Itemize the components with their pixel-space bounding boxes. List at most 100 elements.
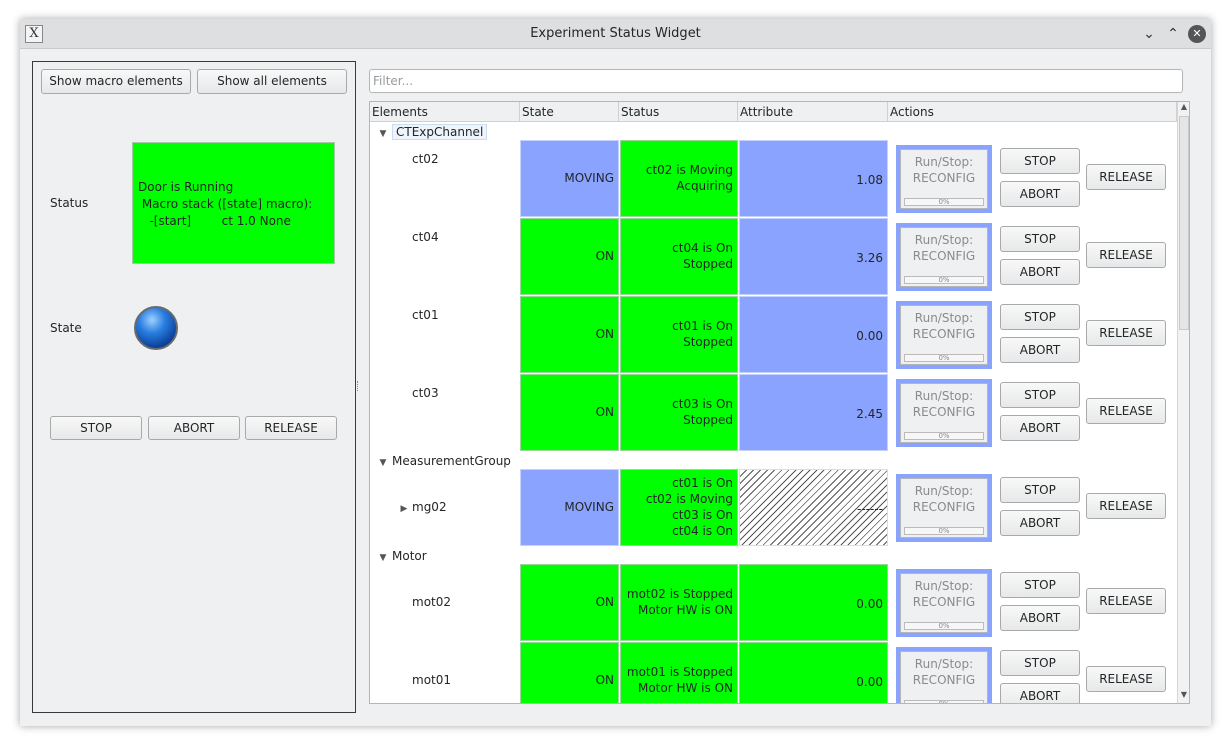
column-header-elements[interactable]: Elements xyxy=(370,102,520,122)
attribute-cell: 2.45 xyxy=(739,374,888,451)
element-name[interactable]: mot01 xyxy=(412,673,452,687)
column-header-attribute[interactable]: Attribute xyxy=(738,102,888,122)
state-cell: MOVING xyxy=(520,469,619,546)
abort-button[interactable]: ABORT xyxy=(1000,510,1080,536)
release-button[interactable]: RELEASE xyxy=(1086,320,1166,346)
stop-button[interactable]: STOP xyxy=(1000,304,1080,330)
abort-button[interactable]: ABORT xyxy=(1000,683,1080,703)
stop-button[interactable]: STOP xyxy=(1000,477,1080,503)
element-name[interactable]: mot02 xyxy=(412,595,452,609)
status-line: ct01 is On xyxy=(672,319,733,333)
door-stop-button[interactable]: STOP xyxy=(50,416,142,440)
status-cell: mot01 is Stopped Motor HW is ON xyxy=(620,642,738,703)
minimize-icon[interactable]: ⌄ xyxy=(1143,26,1155,42)
stop-button[interactable]: STOP xyxy=(1000,650,1080,676)
door-release-button[interactable]: RELEASE xyxy=(245,416,337,440)
status-line: ct04 is On xyxy=(672,524,733,538)
progress-bar: 0% xyxy=(904,198,984,206)
group-motor[interactable]: ▼ Motor xyxy=(374,547,427,565)
run-stop-widget[interactable]: Run/Stop: RECONFIG 0% xyxy=(896,301,992,369)
release-button[interactable]: RELEASE xyxy=(1086,242,1166,268)
progress-bar: 0% xyxy=(904,354,984,362)
run-stop-widget[interactable]: Run/Stop: RECONFIG 0% xyxy=(896,647,992,703)
abort-button[interactable]: ABORT xyxy=(1000,181,1080,207)
element-name[interactable]: ct03 xyxy=(412,386,439,400)
group-measurementgroup[interactable]: ▼ MeasurementGroup xyxy=(374,452,511,470)
expand-caret-icon[interactable]: ▼ xyxy=(379,129,387,139)
state-cell: ON xyxy=(520,296,619,373)
run-stop-widget[interactable]: Run/Stop: RECONFIG 0% xyxy=(896,223,992,291)
progress-bar: 0% xyxy=(904,432,984,440)
abort-button[interactable]: ABORT xyxy=(1000,337,1080,363)
run-stop-button[interactable]: Run/Stop: RECONFIG 0% xyxy=(900,227,988,287)
release-button[interactable]: RELEASE xyxy=(1086,588,1166,614)
status-cell: ct03 is On Stopped xyxy=(620,374,738,451)
release-button[interactable]: RELEASE xyxy=(1086,164,1166,190)
scroll-down-icon[interactable]: ▼ xyxy=(1180,690,1188,699)
group-label: CTExpChannel xyxy=(392,124,488,140)
status-line: Motor HW is ON xyxy=(637,681,733,695)
maximize-icon[interactable]: ⌃ xyxy=(1167,26,1179,42)
run-stop-widget[interactable]: Run/Stop: RECONFIG 0% xyxy=(896,474,992,542)
filter-input[interactable]: Filter... xyxy=(369,69,1183,93)
vertical-scrollbar[interactable]: ▲ ▼ xyxy=(1177,102,1189,703)
run-stop-button[interactable]: Run/Stop: RECONFIG 0% xyxy=(900,383,988,443)
run-stop-button[interactable]: Run/Stop: RECONFIG 0% xyxy=(900,651,988,703)
abort-button[interactable]: ABORT xyxy=(1000,259,1080,285)
column-header-actions[interactable]: Actions xyxy=(888,102,1177,122)
release-button[interactable]: RELEASE xyxy=(1086,398,1166,424)
show-all-elements-button[interactable]: Show all elements xyxy=(197,69,347,94)
title-bar: X Experiment Status Widget ⌄ ⌃ ✕ xyxy=(20,19,1211,49)
element-name[interactable]: ct02 xyxy=(412,152,439,166)
attribute-cell: 0.00 xyxy=(739,564,888,641)
run-stop-label: Run/Stop: xyxy=(914,484,974,498)
element-name[interactable]: ▶ mg02 xyxy=(396,500,447,514)
run-stop-widget[interactable]: Run/Stop: RECONFIG 0% xyxy=(896,379,992,447)
expand-caret-icon[interactable]: ▼ xyxy=(379,553,387,563)
status-line: ct02 is Moving xyxy=(645,492,733,506)
group-label: MeasurementGroup xyxy=(392,454,511,468)
abort-button[interactable]: ABORT xyxy=(1000,605,1080,631)
run-stop-widget[interactable]: Run/Stop: RECONFIG 0% xyxy=(896,569,992,637)
door-panel: Show macro elements Show all elements St… xyxy=(32,61,356,713)
element-name[interactable]: ct04 xyxy=(412,230,439,244)
status-line: ct01 is On xyxy=(672,476,733,490)
release-button[interactable]: RELEASE xyxy=(1086,493,1166,519)
run-stop-button[interactable]: Run/Stop: RECONFIG 0% xyxy=(900,305,988,365)
collapsed-caret-icon[interactable]: ▶ xyxy=(400,504,408,514)
group-ctexpchannel[interactable]: ▼ CTExpChannel xyxy=(374,123,488,141)
scrollbar-thumb[interactable] xyxy=(1179,116,1189,330)
run-stop-button[interactable]: Run/Stop: RECONFIG 0% xyxy=(900,149,988,209)
element-name[interactable]: ct01 xyxy=(412,308,439,322)
run-stop-button[interactable]: Run/Stop: RECONFIG 0% xyxy=(900,573,988,633)
door-abort-button[interactable]: ABORT xyxy=(148,416,240,440)
release-button[interactable]: RELEASE xyxy=(1086,666,1166,692)
run-stop-label: Run/Stop: xyxy=(914,657,974,671)
splitter-handle[interactable] xyxy=(357,381,360,391)
main-window: X Experiment Status Widget ⌄ ⌃ ✕ Show ma… xyxy=(20,19,1211,726)
reconfig-label: RECONFIG xyxy=(912,249,976,263)
abort-button[interactable]: ABORT xyxy=(1000,415,1080,441)
progress-bar: 0% xyxy=(904,527,984,535)
element-label: mg02 xyxy=(412,500,447,514)
status-line: Motor HW is ON xyxy=(637,603,733,617)
run-stop-label: Run/Stop: xyxy=(914,155,974,169)
expand-caret-icon[interactable]: ▼ xyxy=(379,458,387,468)
column-header-state[interactable]: State xyxy=(520,102,619,122)
column-header-status[interactable]: Status xyxy=(619,102,738,122)
stop-button[interactable]: STOP xyxy=(1000,572,1080,598)
status-line: ct03 is On xyxy=(672,508,733,522)
status-line: Stopped xyxy=(683,257,733,271)
show-macro-elements-button[interactable]: Show macro elements xyxy=(41,69,191,94)
run-stop-button[interactable]: Run/Stop: RECONFIG 0% xyxy=(900,478,988,538)
scroll-up-icon[interactable]: ▲ xyxy=(1180,102,1188,111)
progress-bar: 0% xyxy=(904,276,984,284)
close-icon[interactable]: ✕ xyxy=(1188,25,1206,43)
stop-button[interactable]: STOP xyxy=(1000,148,1080,174)
status-cell: ct01 is On Stopped xyxy=(620,296,738,373)
stop-button[interactable]: STOP xyxy=(1000,226,1080,252)
status-cell: ct02 is Moving Acquiring xyxy=(620,140,738,217)
stop-button[interactable]: STOP xyxy=(1000,382,1080,408)
run-stop-widget[interactable]: Run/Stop: RECONFIG 0% xyxy=(896,145,992,213)
status-cell: ct04 is On Stopped xyxy=(620,218,738,295)
